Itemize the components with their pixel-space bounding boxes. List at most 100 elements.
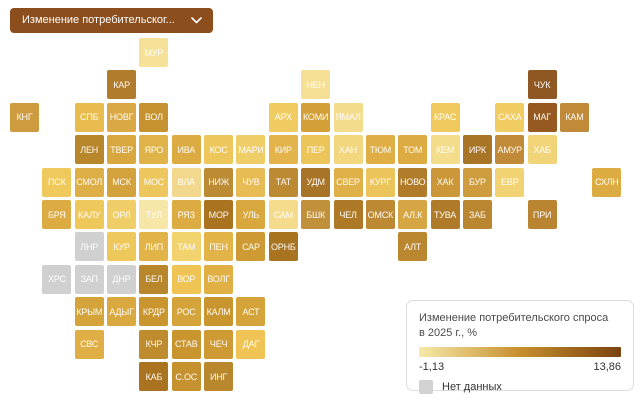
region-tile-ЧУВ[interactable]: ЧУВ (236, 167, 266, 197)
region-tile-САМ[interactable]: САМ (268, 200, 298, 229)
region-tile-КРДР[interactable]: КРДР (139, 297, 169, 327)
legend-gradient-bar (419, 347, 621, 358)
region-tile-ЗАП[interactable]: ЗАП (74, 264, 104, 294)
region-tile-БЕЛ[interactable]: БЕЛ (139, 264, 169, 294)
region-tile-ЗАБ[interactable]: ЗАБ (462, 200, 492, 229)
region-tile-ТУЛ[interactable]: ТУЛ (139, 200, 169, 229)
region-tile-ЧЕЛ[interactable]: ЧЕЛ (333, 200, 363, 229)
region-tile-ТАМ[interactable]: ТАМ (171, 232, 201, 262)
region-tile-РОС[interactable]: РОС (171, 297, 201, 327)
region-tile-ЯМАЛ[interactable]: ЯМАЛ (333, 102, 363, 132)
region-tile-СВЕР[interactable]: СВЕР (333, 167, 363, 197)
region-tile-АДЫГ[interactable]: АДЫГ (107, 297, 137, 327)
legend-min-label: -1,13 (419, 361, 445, 374)
region-tile-КЕМ[interactable]: КЕМ (430, 135, 460, 165)
region-tile-ОРЛ[interactable]: ОРЛ (107, 200, 137, 229)
region-tile-ОМСК[interactable]: ОМСК (365, 200, 395, 229)
region-tile-НОВО[interactable]: НОВО (398, 167, 428, 197)
region-tile-ТОМ[interactable]: ТОМ (398, 135, 428, 165)
region-tile-КАЛМ[interactable]: КАЛМ (204, 297, 234, 327)
region-tile-КАР[interactable]: КАР (107, 70, 137, 100)
region-tile-СПБ[interactable]: СПБ (74, 102, 104, 132)
region-tile-ТЮМ[interactable]: ТЮМ (365, 135, 395, 165)
region-tile-КНГ[interactable]: КНГ (10, 102, 39, 132)
region-tile-ВОР[interactable]: ВОР (171, 264, 201, 294)
region-tile-ЛЕН[interactable]: ЛЕН (74, 135, 104, 165)
region-tile-ДНР[interactable]: ДНР (107, 264, 137, 294)
region-tile-ПСК[interactable]: ПСК (42, 167, 72, 197)
region-tile-БУР[interactable]: БУР (462, 167, 492, 197)
region-tile-НЕН[interactable]: НЕН (301, 70, 331, 100)
region-tile-КРЫМ[interactable]: КРЫМ (74, 297, 104, 327)
no-data-swatch (419, 380, 433, 395)
region-tile-ИВА[interactable]: ИВА (171, 135, 201, 165)
region-tile-СХЛН[interactable]: СХЛН (592, 167, 622, 197)
region-tile-ВОЛ[interactable]: ВОЛ (139, 102, 169, 132)
region-tile-КЧР[interactable]: КЧР (139, 329, 169, 359)
region-tile-КРАС[interactable]: КРАС (430, 102, 460, 132)
legend-max-label: 13,86 (593, 361, 621, 374)
legend-range: -1,13 13,86 (419, 361, 621, 373)
region-tile-РЯЗ[interactable]: РЯЗ (171, 200, 201, 229)
region-tile-МОС[interactable]: МОС (139, 167, 169, 197)
region-tile-С.ОС[interactable]: С.ОС (171, 362, 201, 391)
region-tile-АСТ[interactable]: АСТ (236, 297, 266, 327)
region-tile-МОР[interactable]: МОР (204, 200, 234, 229)
region-tile-ЕВР[interactable]: ЕВР (495, 167, 525, 197)
region-tile-ПЕН[interactable]: ПЕН (204, 232, 234, 262)
region-tile-УДМ[interactable]: УДМ (301, 167, 331, 197)
no-data-label: Нет данных (442, 381, 502, 394)
region-tile-СМОЛ[interactable]: СМОЛ (74, 167, 104, 197)
metric-dropdown[interactable]: Изменение потребительског... (10, 8, 213, 33)
region-tile-ПРИ[interactable]: ПРИ (527, 200, 557, 229)
region-tile-МАГ[interactable]: МАГ (527, 102, 557, 132)
region-tile-ПЕР[interactable]: ПЕР (301, 135, 331, 165)
region-tile-ХАБ[interactable]: ХАБ (527, 135, 557, 165)
region-tile-КАБ[interactable]: КАБ (139, 362, 169, 391)
legend-card: Изменение потребительского спроса в 2025… (406, 300, 634, 395)
region-tile-КОС[interactable]: КОС (204, 135, 234, 165)
region-tile-КУР[interactable]: КУР (107, 232, 137, 262)
region-tile-ТАТ[interactable]: ТАТ (268, 167, 298, 197)
region-tile-АМУР[interactable]: АМУР (495, 135, 525, 165)
region-tile-ХРС[interactable]: ХРС (42, 264, 72, 294)
region-tile-АЛТ[interactable]: АЛТ (398, 232, 428, 262)
region-tile-ЧЕЧ[interactable]: ЧЕЧ (204, 329, 234, 359)
region-tile-КАЛУ[interactable]: КАЛУ (74, 200, 104, 229)
region-tile-НИЖ[interactable]: НИЖ (204, 167, 234, 197)
region-tile-ДАГ[interactable]: ДАГ (236, 329, 266, 359)
region-tile-ИНГ[interactable]: ИНГ (204, 362, 234, 391)
region-tile-МУР[interactable]: МУР (139, 38, 169, 67)
region-tile-МАРИ[interactable]: МАРИ (236, 135, 266, 165)
region-tile-БШК[interactable]: БШК (301, 200, 331, 229)
region-tile-СВС[interactable]: СВС (74, 329, 104, 359)
region-tile-САР[interactable]: САР (236, 232, 266, 262)
region-tile-ВЛА[interactable]: ВЛА (171, 167, 201, 197)
region-tile-ВОЛГ[interactable]: ВОЛГ (204, 264, 234, 294)
region-tile-КАМ[interactable]: КАМ (559, 102, 589, 132)
region-tile-ХАН[interactable]: ХАН (333, 135, 363, 165)
region-tile-АРХ[interactable]: АРХ (268, 102, 298, 132)
region-tile-ЛИП[interactable]: ЛИП (139, 232, 169, 262)
region-tile-ЯРО[interactable]: ЯРО (139, 135, 169, 165)
region-tile-ТУВА[interactable]: ТУВА (430, 200, 460, 229)
chevron-down-icon (191, 17, 202, 24)
region-tile-ЛНР[interactable]: ЛНР (74, 232, 104, 262)
region-tile-ЧУК[interactable]: ЧУК (527, 70, 557, 100)
region-tile-НОВГ[interactable]: НОВГ (107, 102, 137, 132)
region-tile-КУРГ[interactable]: КУРГ (365, 167, 395, 197)
region-tile-ОРНБ[interactable]: ОРНБ (268, 232, 298, 262)
region-tile-САХА[interactable]: САХА (495, 102, 525, 132)
region-tile-КИР[interactable]: КИР (268, 135, 298, 165)
region-tile-КОМИ[interactable]: КОМИ (301, 102, 331, 132)
region-tile-СТАВ[interactable]: СТАВ (171, 329, 201, 359)
region-tile-МСК[interactable]: МСК (107, 167, 137, 197)
region-tile-АЛ.К[interactable]: АЛ.К (398, 200, 428, 229)
region-tile-УЛЬ[interactable]: УЛЬ (236, 200, 266, 229)
region-tile-ТВЕР[interactable]: ТВЕР (107, 135, 137, 165)
region-tile-ИРК[interactable]: ИРК (462, 135, 492, 165)
region-tile-ХАК[interactable]: ХАК (430, 167, 460, 197)
legend-title: Изменение потребительского спроса в 2025… (419, 312, 609, 339)
region-tile-БРЯ[interactable]: БРЯ (42, 200, 72, 229)
